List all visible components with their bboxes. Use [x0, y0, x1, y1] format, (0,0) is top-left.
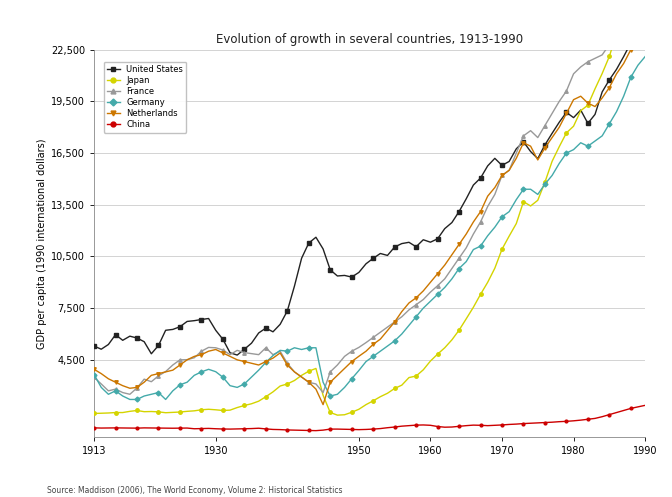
United States	[276, 322, 284, 328]
France	[333, 362, 341, 368]
Japan	[641, 1, 649, 7]
Japan	[491, 265, 499, 271]
Line: Japan: Japan	[92, 0, 647, 417]
Japan	[269, 389, 277, 395]
Germany	[133, 397, 141, 403]
Line: France: France	[92, 0, 647, 396]
United States	[233, 352, 241, 358]
China	[312, 427, 320, 433]
France	[126, 391, 134, 397]
Netherlands	[641, 35, 649, 41]
Line: China: China	[93, 404, 646, 432]
Netherlands	[269, 355, 277, 361]
United States	[641, 37, 649, 43]
China	[126, 425, 134, 431]
China	[90, 425, 98, 431]
United States	[333, 273, 341, 279]
Netherlands	[491, 184, 499, 190]
China	[333, 426, 341, 432]
Germany	[641, 54, 649, 60]
France	[133, 385, 141, 391]
China	[491, 422, 499, 428]
United States	[126, 333, 134, 339]
Germany	[90, 372, 98, 378]
Netherlands	[333, 372, 341, 378]
China	[376, 425, 384, 431]
Japan	[90, 411, 98, 416]
France	[276, 348, 284, 354]
Germany	[276, 347, 284, 353]
Germany	[190, 372, 198, 378]
Germany	[333, 391, 341, 397]
Legend: United States, Japan, France, Germany, Netherlands, China: United States, Japan, France, Germany, N…	[103, 62, 186, 133]
France	[190, 355, 198, 361]
United States	[183, 319, 191, 325]
Netherlands	[126, 385, 134, 391]
China	[183, 425, 191, 431]
United States	[376, 250, 384, 256]
Y-axis label: GDP per capita (1990 international dollars): GDP per capita (1990 international dolla…	[37, 138, 47, 349]
Japan	[126, 409, 134, 414]
Netherlands	[183, 357, 191, 363]
Netherlands	[376, 336, 384, 342]
China	[641, 403, 649, 409]
Netherlands	[90, 366, 98, 372]
Netherlands	[319, 402, 327, 408]
Text: Source: Maddison (2006), The World Economy, Volume 2: Historical Statistics: Source: Maddison (2006), The World Econo…	[47, 486, 343, 495]
Japan	[183, 409, 191, 414]
Line: Germany: Germany	[92, 55, 647, 401]
Title: Evolution of growth in several countries, 1913-1990: Evolution of growth in several countries…	[216, 33, 523, 46]
Japan	[376, 394, 384, 400]
Germany	[126, 397, 134, 403]
United States	[491, 156, 499, 162]
Japan	[326, 410, 334, 415]
Germany	[376, 348, 384, 354]
Germany	[491, 224, 499, 230]
Line: United States: United States	[92, 38, 647, 357]
China	[269, 426, 277, 432]
United States	[90, 343, 98, 349]
France	[491, 191, 499, 197]
France	[376, 330, 384, 335]
Japan	[333, 412, 341, 418]
Line: Netherlands: Netherlands	[92, 36, 647, 407]
United States	[634, 37, 642, 43]
France	[90, 374, 98, 380]
